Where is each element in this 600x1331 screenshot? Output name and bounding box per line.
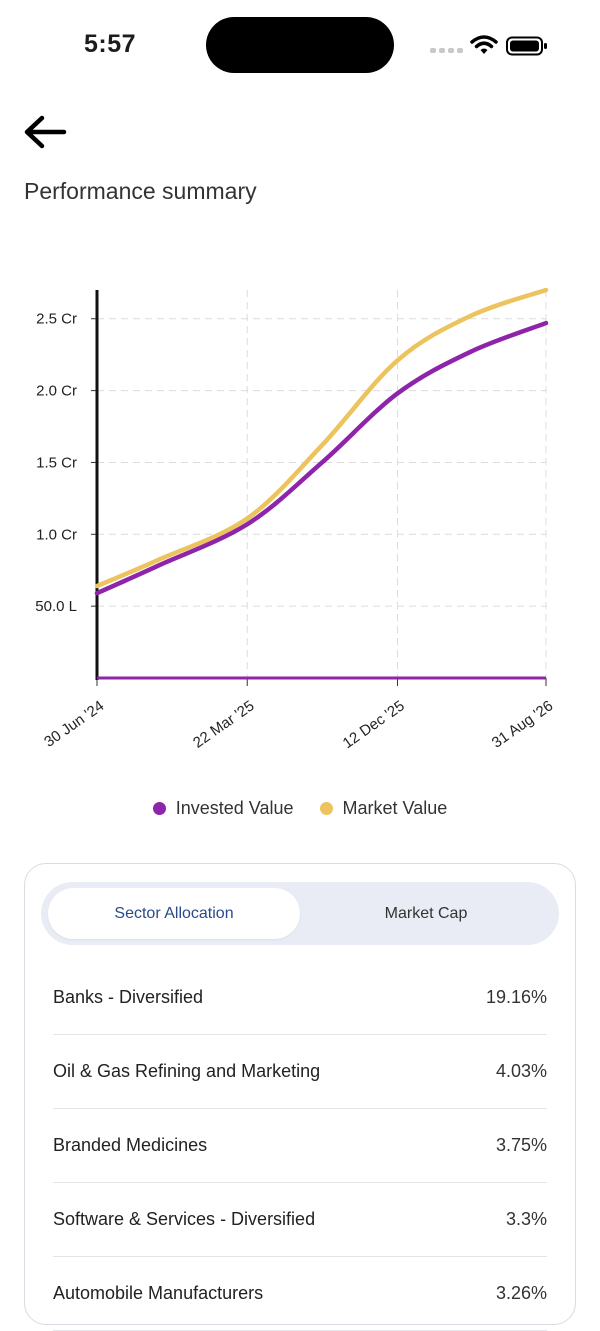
legend-item-invested: Invested Value (152, 798, 294, 819)
allocation-tabs: Sector Allocation Market Cap (41, 882, 559, 945)
y-tick-label: 2.0 Cr (36, 383, 77, 400)
legend-item-market: Market Value (319, 798, 448, 819)
tab-market-cap[interactable]: Market Cap (384, 904, 468, 922)
list-item[interactable]: Oil & Gas Refining and Marketing 4.03% (53, 1035, 547, 1109)
wifi-icon (470, 35, 498, 54)
dynamic-island (206, 17, 394, 73)
x-tick-label: 31 Aug '26 (489, 697, 556, 751)
list-item[interactable]: Automobile Manufacturers 3.26% (53, 1257, 547, 1331)
legend-label-invested: Invested Value (175, 798, 294, 818)
x-tick-label: 30 Jun '24 (41, 697, 107, 750)
page-title: Performance summary (24, 178, 257, 204)
sector-list: Banks - Diversified 19.16% Oil & Gas Ref… (53, 961, 547, 1331)
status-time: 5:57 (84, 30, 137, 58)
chart-legend: Invested Value Market Value (0, 798, 600, 819)
battery-icon (506, 36, 547, 56)
sector-value: 3.26% (495, 1283, 547, 1303)
arrow-left-icon (24, 115, 67, 149)
cellular-signal-icon (430, 48, 463, 53)
x-tick-label: 22 Mar '25 (190, 697, 257, 751)
allocation-card: Sector Allocation Market Cap Banks - Div… (24, 863, 576, 1331)
sector-value: 3.75% (495, 1135, 547, 1155)
legend-dot-market (319, 802, 333, 815)
sector-name: Branded Medicines (53, 1135, 208, 1155)
list-item[interactable]: Software & Services - Diversified 3.3% (53, 1183, 547, 1257)
list-item[interactable]: Banks - Diversified 19.16% (53, 961, 547, 1035)
status-bar: 5:57 (0, 0, 600, 90)
sector-value: 19.16% (485, 987, 547, 1007)
sector-name: Oil & Gas Refining and Marketing (53, 1061, 321, 1081)
series-line-market-value (94, 287, 549, 589)
y-tick-label: 2.5 Cr (36, 311, 77, 328)
sector-name: Banks - Diversified (53, 987, 204, 1007)
back-button[interactable] (22, 112, 72, 152)
y-tick-label: 50.0 L (35, 598, 77, 615)
sector-value: 4.03% (495, 1061, 547, 1081)
legend-label-market: Market Value (342, 798, 448, 818)
legend-dot-invested (152, 802, 166, 815)
list-item[interactable]: Branded Medicines 3.75% (53, 1109, 547, 1183)
performance-chart: 50.0 L 1.0 Cr 1.5 Cr 2.0 Cr 2.5 Cr 30 Jun '24… (35, 287, 556, 752)
sector-value: 3.3% (505, 1209, 547, 1229)
y-tick-label: 1.0 Cr (36, 526, 77, 543)
series-line-invested-value (94, 320, 549, 596)
y-tick-label: 1.5 Cr (36, 454, 77, 471)
sector-name: Software & Services - Diversified (53, 1209, 316, 1229)
sector-name: Automobile Manufacturers (53, 1283, 264, 1303)
tab-sector-allocation[interactable]: Sector Allocation (48, 888, 300, 939)
x-tick-label: 12 Dec '25 (340, 697, 408, 752)
